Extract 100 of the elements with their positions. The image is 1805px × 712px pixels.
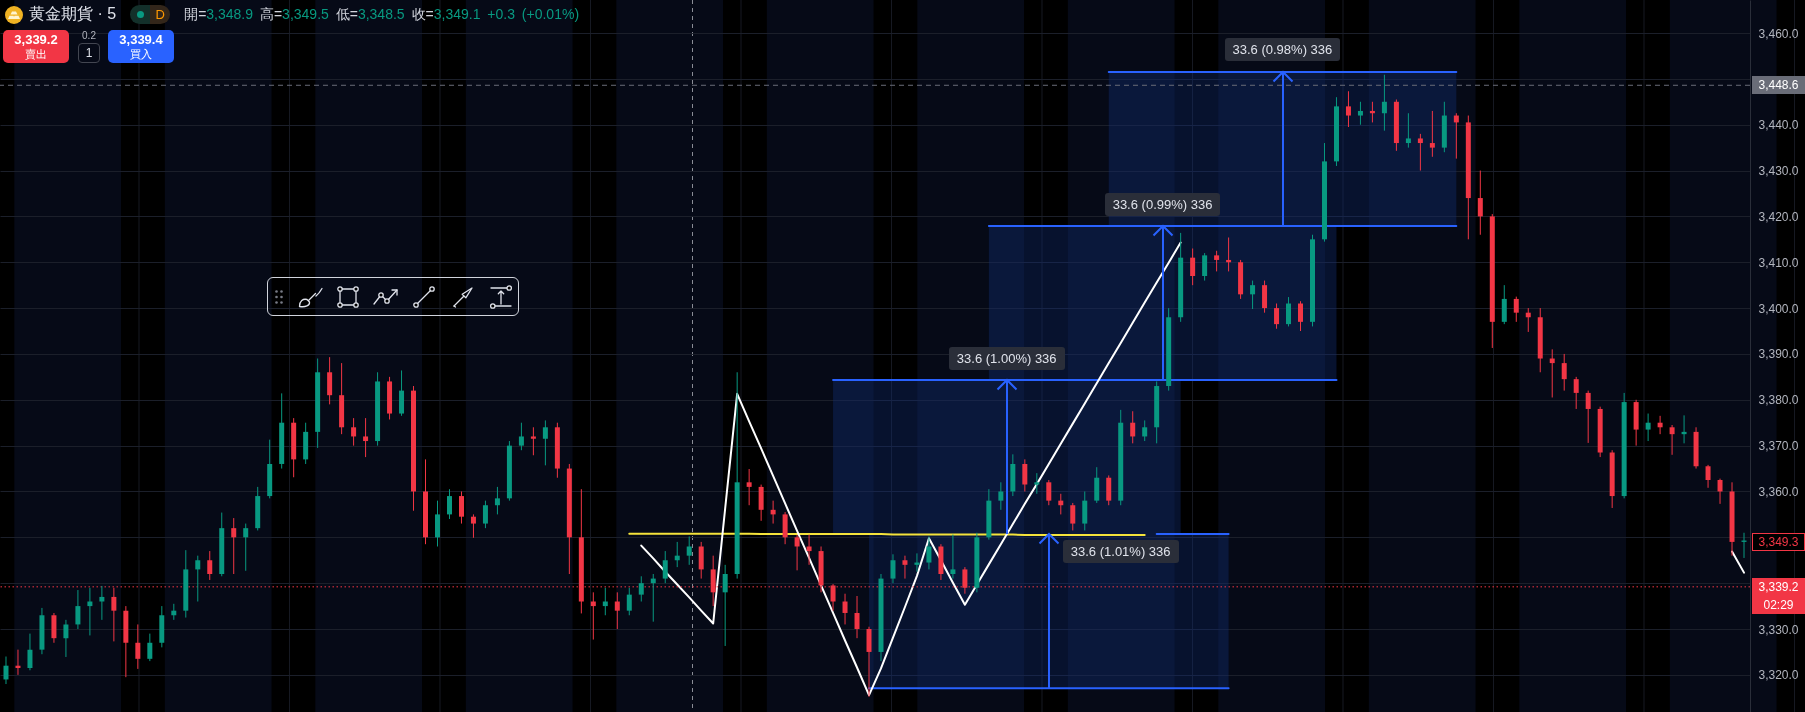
candlestick [327,356,333,405]
candlestick [1130,410,1136,444]
candlestick [482,500,488,529]
candlestick [782,511,788,545]
candlestick [1046,479,1052,506]
candlestick [914,552,920,573]
candlestick [1561,353,1567,392]
candlestick [147,633,153,662]
candlestick [1094,466,1100,504]
candlestick [231,517,237,575]
candlestick [1513,296,1519,323]
annotation: 33.6 (0.98%) 336 [1224,38,1341,62]
sell-button: 3,339.2 賣出 [3,30,69,63]
candlestick [902,555,908,580]
y-tick-label: 3,390.0 [1758,347,1799,362]
candlestick [363,417,369,458]
candlestick [1405,112,1411,149]
ref-line-label: 3,339.2 [1752,577,1805,596]
candlestick [195,555,201,603]
buy-button: 3,339.4 買入 [108,30,174,63]
candlestick [1477,170,1483,236]
candlestick [854,595,860,639]
candlestick [63,619,69,658]
annotation: 33.6 (1.01%) 336 [1062,540,1179,564]
candlestick [1034,472,1040,495]
candlestick [1082,490,1088,531]
y-tick-label: 3,420.0 [1758,209,1799,224]
candlestick [1357,101,1363,126]
annotation: 買入 [130,46,152,61]
y-tick-label: 3,440.0 [1758,118,1799,133]
candlestick [866,626,872,698]
annotation: 賣出 [25,46,47,61]
candlestick [1717,478,1723,505]
candlestick [806,534,812,566]
candlestick [794,534,800,571]
candlestick [1190,247,1196,286]
text: 02:29 [1752,596,1805,614]
ref-line-label: 3,448.6 [1752,76,1805,95]
candlestick [1501,284,1507,325]
candlestick [842,593,848,625]
candlestick [446,488,452,520]
candlestick [926,535,932,570]
candlestick [243,523,249,572]
candlestick [1645,413,1651,442]
candlestick [1429,110,1435,158]
annotation: 33.6 (0.99%) 336 [1104,192,1221,216]
candlestick [1226,236,1232,272]
text: 開=3,348.9 高=3,349.5 低=3,348.5 收=3,349.1 +0.3 (+0.01%) [184,5,580,22]
candlestick [542,419,548,466]
candlestick [435,500,440,547]
candlestick [1106,474,1112,506]
candlestick [530,426,536,456]
candlestick [1705,464,1711,489]
annotation: D [150,5,171,24]
y-tick-label: 3,380.0 [1758,393,1799,408]
candlestick [458,490,464,525]
candlestick [1262,280,1268,314]
candlestick [626,587,632,616]
candlestick [51,612,57,644]
candlestick [399,369,405,417]
candlestick [1369,101,1375,123]
annotation: 0.2 [81,29,97,42]
candlestick [1214,250,1220,272]
y-tick-label: 3,410.0 [1758,255,1799,270]
y-tick-label: 3,360.0 [1758,484,1799,499]
y-tick-label: 3,400.0 [1758,301,1799,316]
candlestick [494,486,500,515]
candlestick [99,585,105,621]
candlestick [27,633,33,671]
y-tick-label: 3,330.0 [1758,622,1799,637]
text: 3,349.3 [1752,532,1805,551]
candlestick [686,535,692,566]
candlestick [1202,252,1208,282]
y-tick-label: 3,460.0 [1758,26,1799,41]
line-series [640,241,1182,697]
candlestick [135,623,141,670]
chart-title: 黄金期貨 · 5 [29,4,117,24]
quantity-field: 1 [78,43,100,63]
candlestick [518,422,524,451]
candlestick [207,550,213,581]
candlestick [1381,74,1387,132]
candlestick [1417,133,1423,172]
candlestick [1022,458,1028,492]
candlestick [1286,296,1292,327]
candlestick [1681,414,1687,444]
candlestick [614,591,620,630]
annotation: 3,339.4 [119,31,163,47]
candlestick [1573,376,1579,410]
candlestick [470,513,476,539]
candlestick [1070,502,1076,531]
candlestick [758,484,764,522]
y-tick-label: 3,370.0 [1758,439,1799,454]
candlestick [75,589,81,630]
candlestick [662,550,668,584]
candlestick [1250,280,1256,310]
candlestick [1142,419,1148,442]
candlestick [698,541,704,580]
y-tick-label: 3,320.0 [1758,668,1799,683]
candlestick [1585,390,1591,444]
annotation: 3,339.2 [14,31,58,47]
